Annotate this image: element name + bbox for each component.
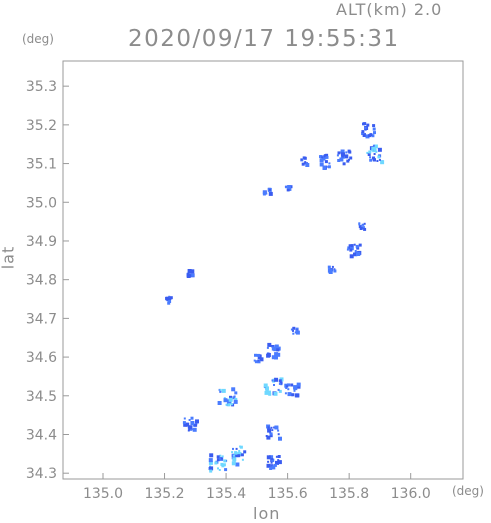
- y-tick-label: 34.4: [26, 427, 57, 443]
- y-tick-label: 34.6: [26, 350, 57, 366]
- echo-cluster: [266, 342, 281, 360]
- echo-cluster: [262, 187, 273, 196]
- lat-unit-label: (deg): [22, 32, 54, 46]
- y-tick-label: 35.1: [26, 157, 57, 173]
- x-tick-label: 135.2: [144, 486, 184, 502]
- echo-cluster: [319, 153, 331, 170]
- echo-cluster: [208, 453, 228, 473]
- y-tick-label: 34.8: [26, 273, 57, 289]
- x-tick-label: 135.6: [268, 486, 308, 502]
- echo-cluster: [361, 122, 376, 139]
- echo-cluster: [265, 424, 282, 441]
- lon-unit-label: (deg): [452, 484, 484, 498]
- echo-cluster: [346, 243, 362, 259]
- echo-cluster: [300, 156, 310, 167]
- y-tick-label: 34.3: [26, 466, 57, 482]
- altitude-label: ALT(km) 2.0: [336, 0, 443, 19]
- y-tick-label: 34.7: [26, 311, 57, 327]
- echo-cluster: [165, 295, 173, 305]
- axis-ticks: 135.0 135.2 135.4 135.6 135.8 136.0 34.3 34.4 34…: [26, 79, 431, 502]
- y-tick-label: 34.5: [26, 389, 57, 405]
- echo-cluster: [217, 387, 238, 407]
- x-tick-label: 135.0: [83, 486, 123, 502]
- x-tick-label: 136.0: [391, 486, 431, 502]
- echo-cluster: [290, 326, 300, 335]
- y-tick-label: 35.3: [26, 79, 57, 95]
- timestamp-title: 2020/09/17 19:55:31: [128, 26, 400, 52]
- x-tick-label: 135.4: [206, 486, 246, 502]
- echo-cluster: [182, 416, 199, 432]
- echo-cluster: [253, 353, 264, 364]
- echo-layer: [165, 122, 385, 473]
- echo-cluster: [366, 144, 385, 165]
- echo-cluster: [284, 382, 301, 398]
- echo-cluster: [263, 377, 284, 396]
- y-tick-label: 35.2: [26, 118, 57, 134]
- echo-cluster: [284, 185, 293, 192]
- echo-cluster: [358, 222, 367, 231]
- echo-cluster: [336, 149, 353, 166]
- echo-cluster: [186, 269, 195, 278]
- echo-cluster: [231, 445, 247, 467]
- y-tick-label: 34.9: [26, 234, 57, 250]
- plot-frame: [62, 60, 464, 480]
- x-axis-label: lon: [253, 504, 281, 523]
- x-tick-label: 135.8: [329, 486, 369, 502]
- echo-cluster: [266, 455, 282, 470]
- echo-cluster: [327, 265, 337, 274]
- y-tick-label: 35.0: [26, 195, 57, 211]
